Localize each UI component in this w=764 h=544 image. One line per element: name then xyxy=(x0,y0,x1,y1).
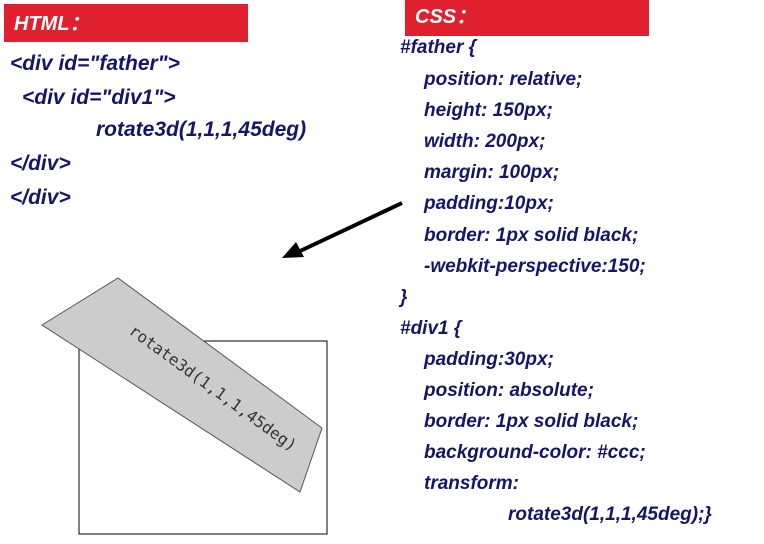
html-section-label: HTML： xyxy=(4,4,248,42)
css-code-line-6: padding:10px; xyxy=(424,193,554,214)
css-code-line-1: #father { xyxy=(400,37,477,58)
html-code-line-3: rotate3d(1,1,1,45deg) xyxy=(96,118,307,141)
css-code-line-11: padding:30px; xyxy=(424,349,554,370)
css-code-line-4: width: 200px; xyxy=(424,131,546,152)
css-code-line-12: position: absolute; xyxy=(424,380,594,401)
css-code-line-2: position: relative; xyxy=(424,69,583,90)
css-code-line-13: border: 1px solid black; xyxy=(424,411,639,432)
css-section-label: CSS： xyxy=(405,0,649,36)
rotated-panel xyxy=(41,277,323,493)
html-code-line-5: </div> xyxy=(10,186,71,209)
css-code-line-3: height: 150px; xyxy=(424,100,553,121)
html-code-line-1: <div id="father"> xyxy=(10,52,180,75)
css-code-line-14: background-color: #ccc; xyxy=(424,442,646,463)
css-code-line-10: #div1 { xyxy=(400,318,462,339)
css-code-line-15: transform: xyxy=(424,473,520,494)
css-code-line-9: } xyxy=(400,287,408,308)
css-label-text: CSS： xyxy=(415,6,477,28)
html-label-text: HTML： xyxy=(14,13,90,35)
css-code-line-8: -webkit-perspective:150; xyxy=(424,256,646,277)
css-code-line-16: rotate3d(1,1,1,45deg);} xyxy=(508,504,712,525)
css-code-line-5: margin: 100px; xyxy=(424,162,560,183)
html-code-line-2: <div id="div1"> xyxy=(22,86,176,109)
html-code-line-4: </div> xyxy=(10,152,71,175)
css-code-line-7: border: 1px solid black; xyxy=(424,225,639,246)
